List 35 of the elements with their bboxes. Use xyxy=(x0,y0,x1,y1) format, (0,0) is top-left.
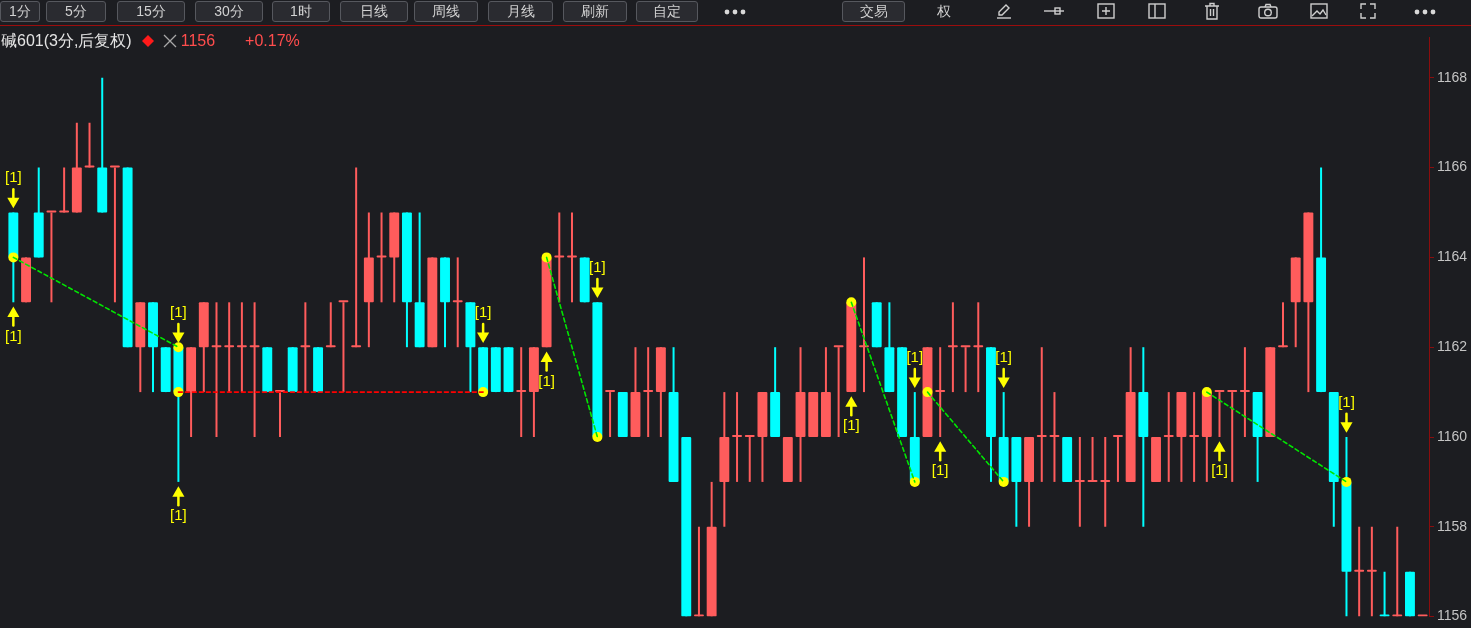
annotation: +0.17% xyxy=(245,32,300,50)
text: [1] xyxy=(170,303,187,321)
text: [1] xyxy=(538,371,555,389)
y-tick-label: 1158 xyxy=(1437,517,1468,534)
toolbar-button: 周线 xyxy=(414,1,478,22)
text: 权 xyxy=(937,2,951,21)
text: [1] xyxy=(842,416,860,434)
legend-label: [1] xyxy=(5,326,22,344)
text: [1] xyxy=(474,303,492,321)
y-tick-label: 1162 xyxy=(1437,338,1468,355)
toolbar-button: 月线 xyxy=(488,1,553,22)
annotation: 1156 xyxy=(180,32,216,50)
toolbar-button: 1分 xyxy=(0,1,40,22)
text: [1] xyxy=(5,168,22,186)
chart-title: 碱601(3分,后复权) xyxy=(1,30,132,51)
y-tick-label: 1160 xyxy=(1437,427,1468,444)
y-tick-label: 1168 xyxy=(1437,68,1468,85)
y-tick-label: 1156 xyxy=(1437,607,1468,624)
text: [1] xyxy=(995,348,1013,366)
y-tick-label: 1164 xyxy=(1437,248,1468,265)
toolbar-button: 1时 xyxy=(272,1,330,22)
toolbar-button: 15分 xyxy=(117,1,185,22)
toolbar-button: 5分 xyxy=(46,1,106,22)
text: [1] xyxy=(170,506,187,524)
text: [1] xyxy=(931,461,949,479)
toolbar-button: 交易 xyxy=(842,1,905,22)
toolbar-button: 日线 xyxy=(340,1,408,22)
text: [1] xyxy=(1338,392,1355,410)
series-label: [1] xyxy=(589,258,606,276)
text: [1] xyxy=(906,348,924,366)
toolbar-button: 30分 xyxy=(195,1,263,22)
y-tick-label: 1166 xyxy=(1437,158,1468,175)
text: [1] xyxy=(1211,461,1228,479)
toolbar-button: 自定 xyxy=(636,1,698,22)
toolbar-button: 刷新 xyxy=(563,1,627,22)
